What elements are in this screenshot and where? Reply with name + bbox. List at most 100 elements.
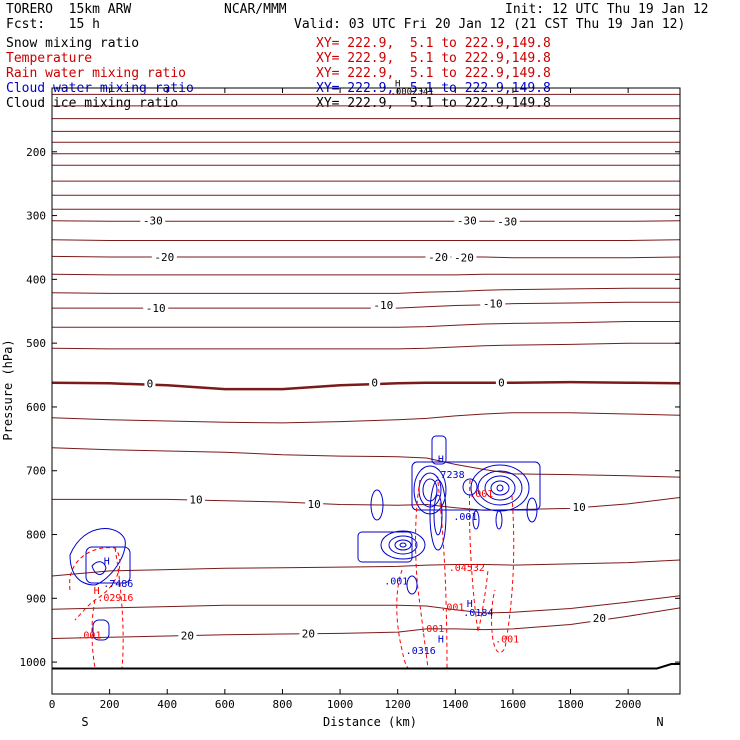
isotherm-label: -20 — [154, 251, 174, 264]
isotherm-label: 20 — [181, 629, 194, 642]
x-tick-label: 1800 — [557, 698, 584, 711]
isotherm-line — [52, 321, 680, 328]
isotherm-line — [51, 342, 680, 350]
isotherm-label-bg — [451, 251, 477, 263]
x-tick-label: 200 — [100, 698, 120, 711]
legend-cloud-ice-range: XY= 222.9, 5.1 to 222.9,149.8 — [316, 96, 551, 111]
cloud-water-cell-central — [357, 489, 426, 595]
cloud-water-marker: .001 — [453, 512, 477, 523]
isotherm-label-bg — [144, 377, 156, 389]
rain-marker: .001 — [77, 631, 101, 642]
isotherm-line — [51, 559, 681, 577]
rain-contour-north-2 — [491, 495, 515, 653]
isotherm-label: 0 — [147, 377, 154, 390]
x-tick-label: 2000 — [615, 698, 642, 711]
isotherm-label-bg — [140, 214, 166, 226]
isotherm-label: -30 — [457, 215, 477, 228]
isotherm-label-bg — [590, 612, 609, 624]
x-tick-label: 1400 — [442, 698, 469, 711]
legend-temperature-range: XY= 222.9, 5.1 to 222.9,149.8 — [316, 51, 551, 66]
isotherm-label: -10 — [373, 299, 393, 312]
x-tick-label: 400 — [157, 698, 177, 711]
y-tick-label: 800 — [26, 529, 46, 542]
legend-snow-range: XY= 222.9, 5.1 to 222.9,149.8 — [316, 36, 551, 51]
y-tick-label: 500 — [26, 337, 46, 350]
y-tick-label: 300 — [26, 210, 46, 223]
isotherm-label-bg — [495, 376, 507, 388]
legend-temperature-name: Temperature — [6, 51, 93, 66]
rain-contour-central-3 — [396, 569, 409, 669]
cloud-water-marker: .0184 — [463, 608, 493, 619]
x-tick-label: 1200 — [384, 698, 411, 711]
isotherm-label: 0 — [498, 377, 505, 390]
isotherm-label: 20 — [593, 612, 606, 625]
isotherm-line — [51, 380, 681, 391]
isotherm-line — [51, 447, 681, 478]
isotherm-label-bg — [178, 629, 197, 641]
x-tick-label: 1000 — [327, 698, 354, 711]
cloud-water-marker: .7486 — [103, 579, 133, 590]
isotherm-line — [51, 273, 680, 276]
isotherm-label: 10 — [189, 493, 202, 506]
plot-frame — [51, 87, 681, 695]
rain-marker: .001 — [440, 602, 464, 613]
isotherm-label: -20 — [428, 251, 448, 264]
legend-rain-name: Rain water mixing ratio — [6, 66, 187, 81]
model-title: TORERO 15km ARW — [6, 2, 132, 17]
rain-contour-south-outer — [91, 547, 124, 669]
rain-contour-central-2 — [437, 481, 448, 669]
isotherm-label: -30 — [143, 215, 163, 228]
isotherm-label: -10 — [146, 302, 166, 315]
x-tick-label: 800 — [273, 698, 293, 711]
rain-marker: .001 — [469, 489, 493, 500]
rain-marker: H — [94, 586, 100, 597]
cloud-water-marker: .0316 — [406, 646, 436, 657]
rain-marker: .02916 — [97, 593, 133, 604]
cloud-water-cell-northern — [411, 435, 541, 551]
isotherm-label: 10 — [573, 501, 586, 514]
isotherm-label-bg — [570, 501, 589, 513]
forecast-hour: Fcst: 15 h — [6, 17, 100, 32]
isotherm-line — [51, 255, 681, 259]
isotherm-label-bg — [370, 298, 396, 310]
ground-surface-line — [52, 663, 680, 670]
rain-water-contours — [69, 479, 515, 669]
rain-marker: .001 — [420, 624, 444, 635]
isotherm-line — [51, 607, 681, 639]
cloud-water-cell-south — [69, 528, 131, 641]
y-tick-label: 900 — [26, 592, 46, 605]
rain-marker: .001 — [495, 634, 519, 645]
legend-rain-range: XY= 222.9, 5.1 to 222.9,149.8 — [316, 66, 551, 81]
isotherm-label-bg — [143, 302, 169, 314]
isotherm-label: -30 — [497, 215, 517, 228]
isotherm-label: 0 — [371, 377, 378, 390]
cloud-water-marker: H — [467, 599, 473, 610]
rain-contour-central-1 — [415, 479, 429, 669]
y-tick-label: 700 — [26, 465, 46, 478]
rain-contour-north-1 — [468, 479, 489, 633]
cloud-water-marker: H — [438, 634, 444, 645]
snow-marker: H — [395, 80, 400, 90]
isotherm-label-bg — [480, 297, 506, 309]
isotherm-line — [51, 412, 681, 424]
isotherm-label-bg — [151, 251, 177, 263]
cloud-water-marker: .7238 — [434, 470, 464, 481]
cloud-water-contours — [69, 435, 541, 641]
y-tick-label: 400 — [26, 273, 46, 286]
cloud-water-marker: H — [104, 557, 110, 568]
rain-contour-south-inner — [69, 547, 121, 621]
cloud-water-marker: .001 — [384, 576, 408, 587]
north-endpoint-label: N — [656, 715, 663, 729]
valid-time: Valid: 03 UTC Fri 20 Jan 12 (21 CST Thu … — [294, 17, 686, 32]
isotherm-line — [52, 301, 680, 309]
isotherm-label-bg — [187, 493, 206, 505]
isotherm-label-bg — [494, 215, 520, 227]
y-tick-label: 600 — [26, 401, 46, 414]
isotherm-label-bg — [425, 251, 451, 263]
isotherm-label-bg — [454, 214, 480, 226]
south-endpoint-label: S — [81, 715, 88, 729]
rain-marker: .04532 — [449, 563, 485, 574]
isotherm-label-bg — [369, 376, 381, 388]
snow-marker: .0002341 — [390, 87, 433, 97]
